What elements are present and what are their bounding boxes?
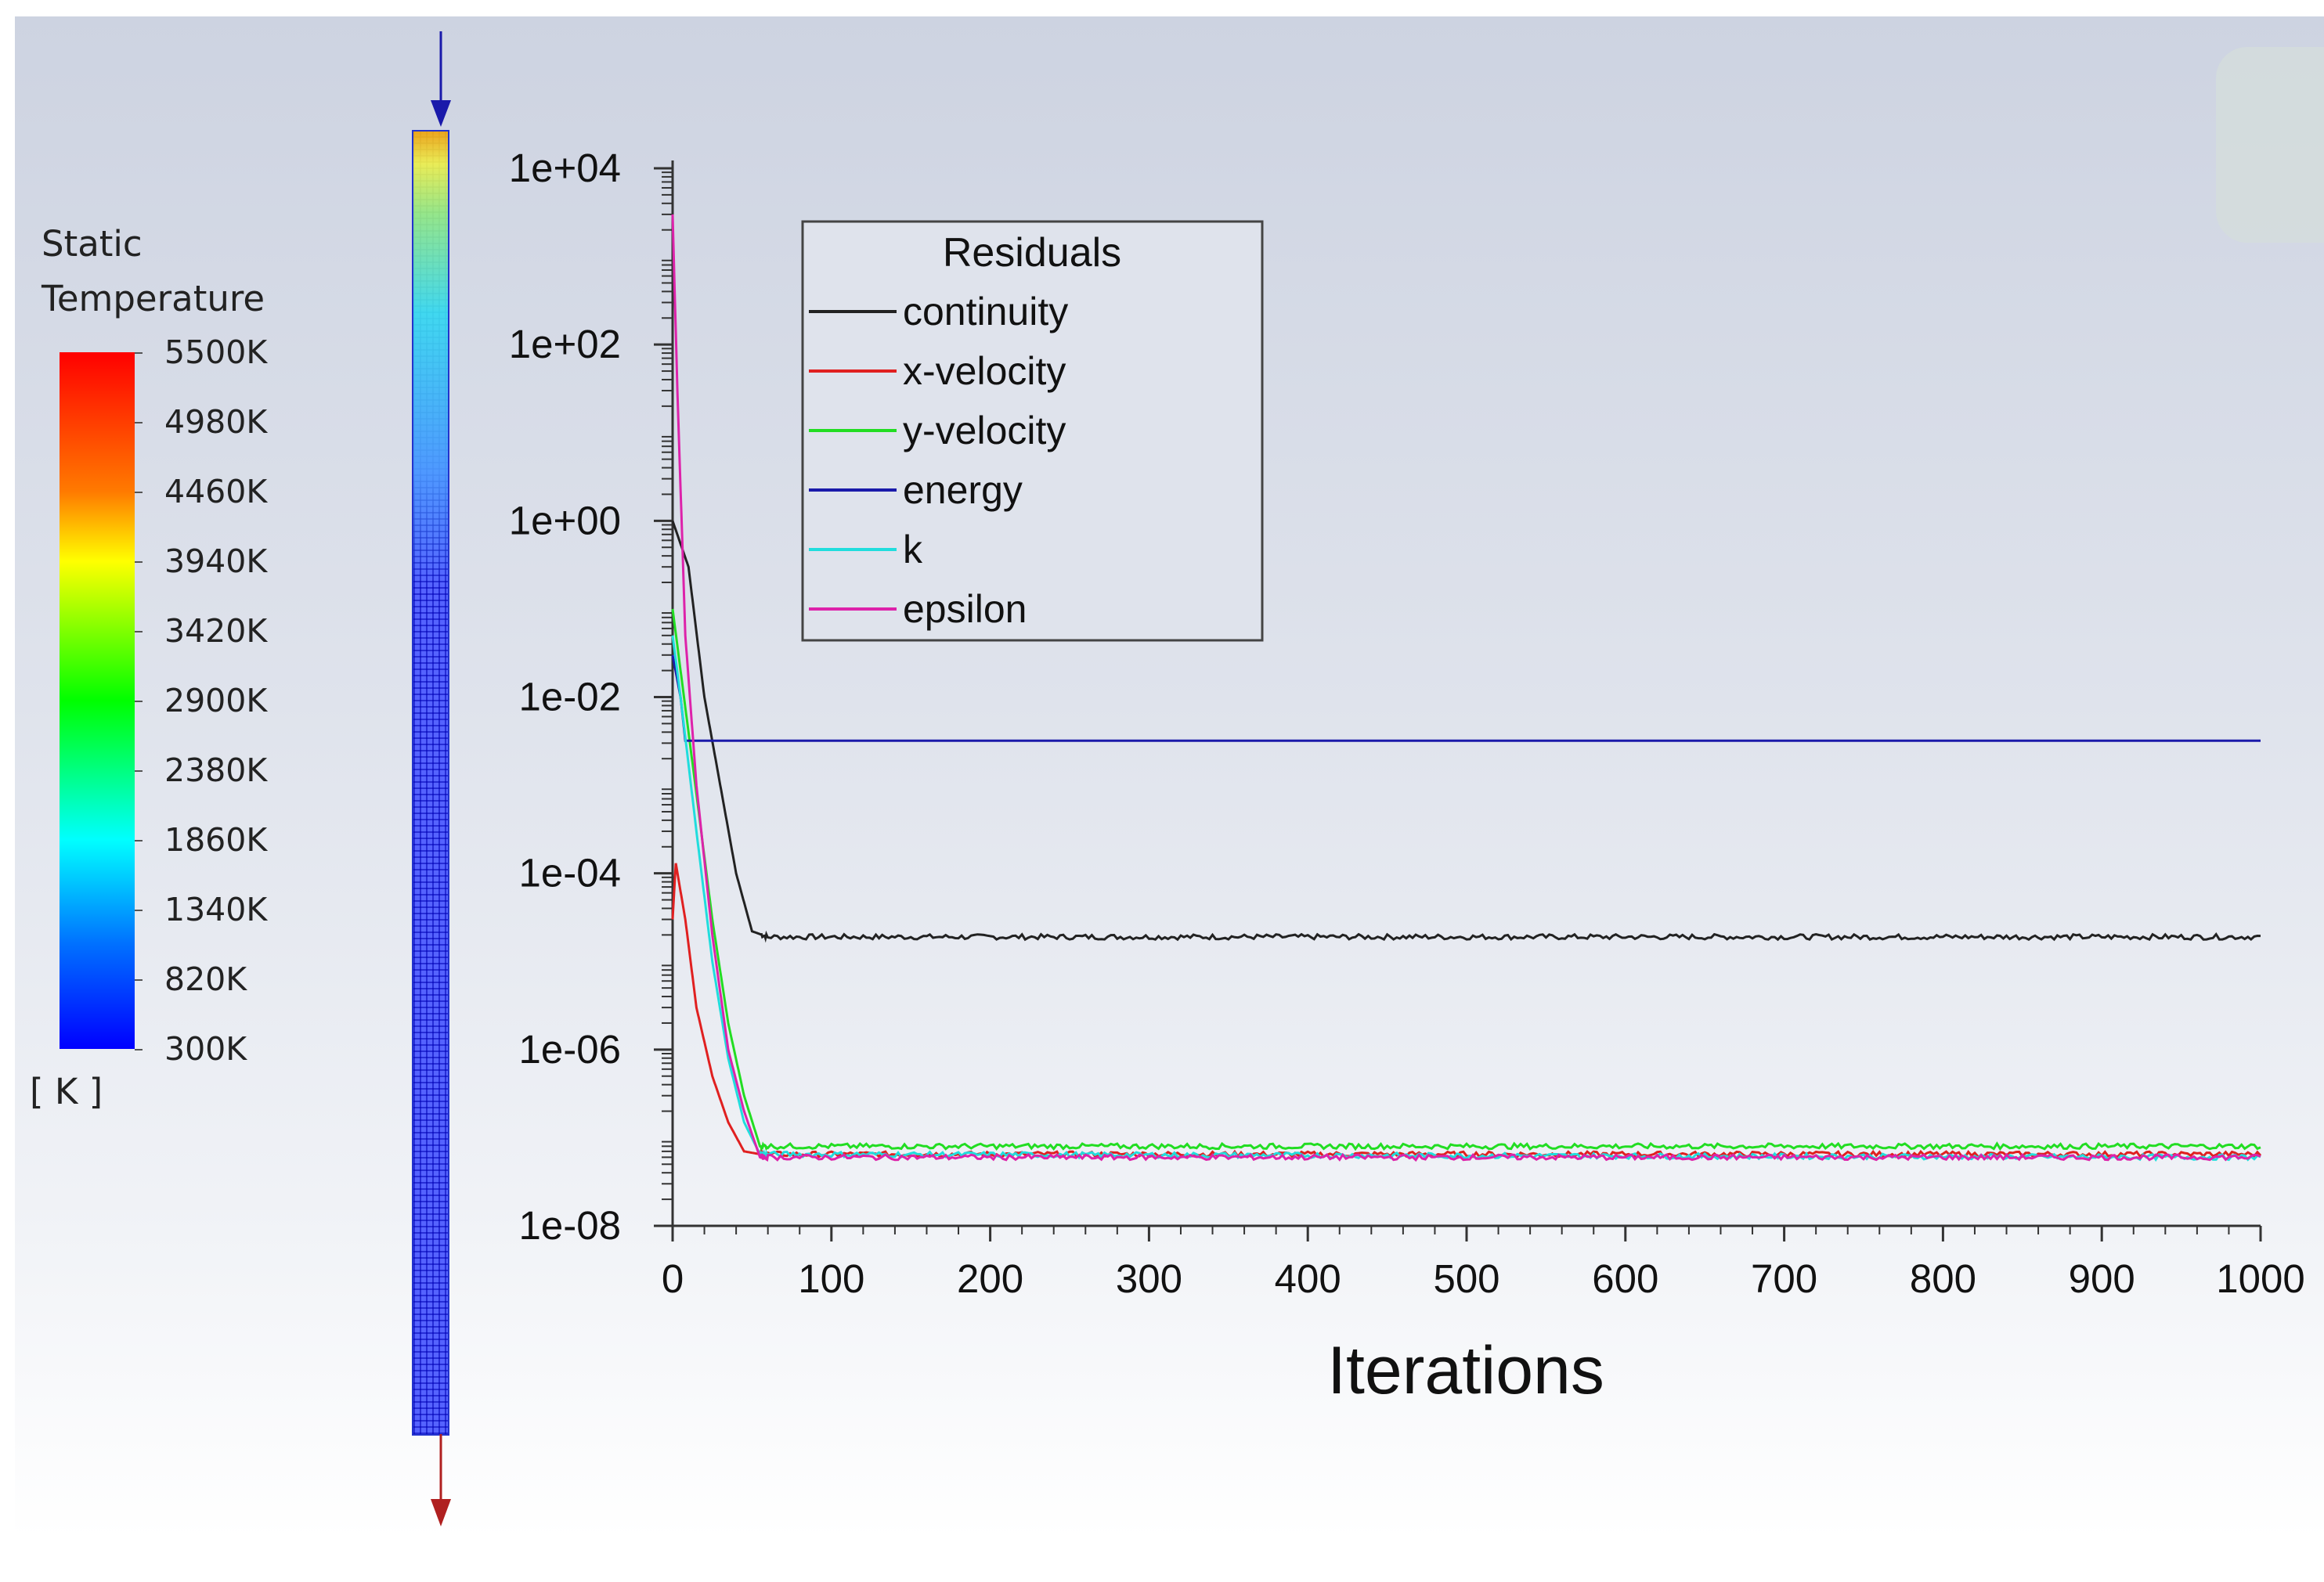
legend-label-k: k: [903, 528, 923, 571]
colorbar-tick: [135, 770, 143, 772]
colorbar-label: 2900K: [164, 682, 268, 719]
legend-label-continuity: continuity: [903, 290, 1068, 333]
colorbar-tick: [135, 492, 143, 493]
x-tick-label: 900: [2069, 1256, 2135, 1301]
colorbar-tick: [135, 352, 143, 354]
colorbar-tick: [135, 979, 143, 981]
colorbar-label: 820K: [164, 960, 247, 998]
colorbar-label: 1340K: [164, 891, 268, 928]
chart-ticks: 1e-08 1e-06 1e-04 1e-02 1e+00 1e+02 1e+04 0 100 2…: [509, 146, 2305, 1301]
series-line-energy: [671, 654, 2261, 742]
series-line-x-velocity: [671, 863, 2262, 1159]
series-line-y-velocity: [671, 608, 2261, 1151]
mesh-column-hot-zone: [413, 132, 448, 586]
y-tick-label: 1e-08: [519, 1203, 621, 1248]
y-tick-label: 1e+02: [509, 322, 621, 366]
outlet-arrow-head: [431, 1499, 451, 1526]
legend-label-energy: energy: [903, 468, 1023, 512]
colorbar-label: 3420K: [164, 612, 268, 650]
x-axis-label: Iterations: [1327, 1333, 1604, 1408]
colorbar-label: 1860K: [164, 821, 268, 859]
series-line-k: [671, 635, 2261, 1162]
colorbar-title-line1: Static: [42, 223, 143, 265]
y-tick-label: 1e-04: [519, 851, 621, 896]
colorbar-label: 300K: [164, 1030, 247, 1068]
y-tick-label: 1e-06: [519, 1027, 621, 1072]
colorbar-gradient: [60, 352, 135, 1049]
colorbar-title-line2: Temperature: [42, 278, 265, 319]
colorbar-tick: [135, 561, 143, 563]
y-tick-label: 1e+00: [509, 498, 621, 542]
legend-label-y-velocity: y-velocity: [903, 409, 1066, 452]
x-tick-label: 100: [798, 1256, 864, 1301]
x-tick-label: 700: [1751, 1256, 1817, 1301]
legend-label-epsilon: epsilon: [903, 587, 1027, 631]
x-tick-label: 500: [1433, 1256, 1499, 1301]
x-tick-label: 400: [1275, 1256, 1341, 1301]
y-tick-label: 1e-02: [519, 675, 621, 719]
colorbar-label: 4980K: [164, 403, 268, 441]
x-tick-label: 300: [1116, 1256, 1182, 1301]
colorbar-label: 2380K: [164, 751, 268, 789]
x-tick-label: 1000: [2216, 1256, 2304, 1301]
colorbar-tick: [135, 910, 143, 911]
series-line-continuity: [671, 520, 2261, 943]
colorbar-unit: [ K ]: [30, 1071, 103, 1112]
x-tick-label: 200: [957, 1256, 1023, 1301]
colorbar-tick: [135, 840, 143, 841]
legend-items: continuity x-velocity y-velocity energy k eps…: [809, 290, 1068, 631]
legend-label-x-velocity: x-velocity: [903, 349, 1066, 393]
y-tick-label: 1e+04: [509, 146, 621, 190]
colorbar-label: 3940K: [164, 542, 268, 580]
colorbar-tick: [135, 631, 143, 632]
colorbar-label: 4460K: [164, 473, 268, 510]
colorbar-tick: [135, 422, 143, 423]
x-tick-label: 800: [1910, 1256, 1976, 1301]
x-tick-label: 0: [662, 1256, 684, 1301]
colorbar-tick: [135, 1049, 143, 1050]
background-artifact: [2216, 47, 2324, 243]
chart-series: [671, 214, 2262, 1162]
colorbar-label: 5500K: [164, 333, 268, 371]
series-line-epsilon: [671, 214, 2261, 1162]
x-tick-label: 600: [1592, 1256, 1658, 1301]
inlet-arrow-head: [431, 100, 451, 127]
colorbar-tick: [135, 701, 143, 702]
chart-legend: Residuals continuity x-velocity y-velocity…: [801, 220, 1264, 642]
legend-title: Residuals: [943, 230, 1121, 276]
